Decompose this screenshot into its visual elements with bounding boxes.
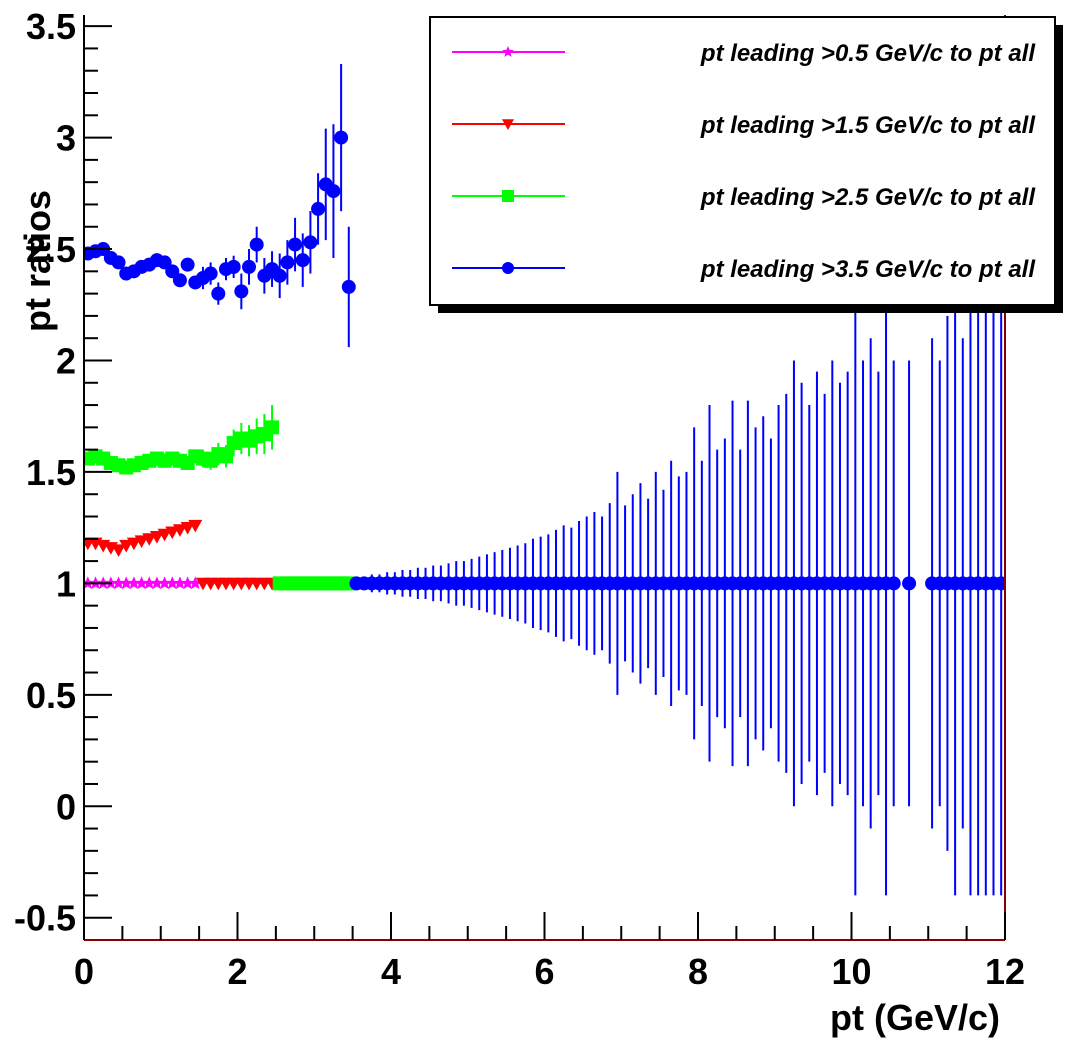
y-tick-label: 0.5: [26, 675, 76, 716]
marker: [127, 576, 141, 589]
y-tick-label: 3.5: [26, 6, 76, 47]
marker: [111, 255, 126, 270]
y-tick-label: 2: [56, 340, 76, 381]
marker: [173, 576, 187, 589]
x-tick-label: 8: [688, 951, 708, 992]
marker: [211, 286, 226, 301]
marker: [181, 576, 195, 589]
marker: [150, 576, 164, 589]
x-tick-label: 6: [534, 951, 554, 992]
x-tick-label: 4: [381, 951, 401, 992]
legend-marker: [502, 262, 514, 274]
x-tick-label: 12: [985, 951, 1025, 992]
legend-label: pt leading >0.5 GeV/c to pt all: [700, 40, 1036, 67]
y-tick-label: -0.5: [14, 898, 76, 939]
legend-label: pt leading >3.5 GeV/c to pt all: [700, 256, 1036, 283]
y-tick-label: 3: [56, 118, 76, 159]
marker: [203, 266, 218, 281]
marker: [111, 576, 126, 589]
y-axis-label: pt ratios: [17, 190, 58, 332]
marker: [172, 273, 187, 288]
legend: [429, 16, 1056, 306]
y-tick-label: 1: [56, 563, 76, 604]
y-tick-label: 2.5: [26, 229, 76, 270]
marker: [134, 576, 149, 589]
marker: [226, 259, 241, 274]
marker: [303, 235, 318, 250]
marker: [886, 576, 901, 591]
marker: [326, 184, 341, 199]
marker: [180, 522, 195, 535]
marker: [295, 253, 310, 268]
legend-label: pt leading >1.5 GeV/c to pt all: [700, 112, 1036, 139]
marker: [242, 259, 257, 274]
marker: [188, 576, 202, 589]
marker: [180, 257, 195, 272]
marker: [165, 576, 179, 589]
marker: [149, 530, 164, 544]
marker: [188, 519, 203, 533]
x-axis-label: pt (GeV/c): [830, 997, 1000, 1038]
marker: [234, 284, 249, 299]
marker: [249, 237, 264, 252]
marker: [134, 535, 149, 549]
marker: [994, 576, 1005, 591]
marker: [142, 533, 157, 546]
marker: [265, 420, 280, 435]
marker: [288, 237, 303, 252]
marker: [280, 255, 295, 270]
legend-marker: [502, 46, 514, 57]
marker: [142, 576, 156, 589]
marker: [165, 526, 180, 540]
marker: [272, 268, 287, 283]
legend-label: pt leading >2.5 GeV/c to pt all: [700, 184, 1036, 211]
marker: [334, 130, 349, 145]
legend-marker: [502, 119, 514, 130]
marker: [172, 524, 187, 537]
y-tick-label: 0: [56, 786, 76, 827]
marker: [311, 201, 326, 216]
marker: [902, 576, 917, 591]
marker: [218, 449, 233, 464]
marker: [119, 539, 134, 553]
marker: [126, 537, 141, 551]
y-tick-label: 1.5: [26, 452, 76, 493]
plot-area: [84, 64, 1005, 896]
marker: [119, 576, 133, 589]
x-tick-label: 2: [227, 951, 247, 992]
x-tick-label: 0: [74, 951, 94, 992]
marker: [157, 528, 172, 542]
marker: [341, 279, 356, 294]
legend-marker: [502, 190, 514, 202]
marker: [157, 576, 172, 589]
x-tick-label: 10: [831, 951, 871, 992]
marker: [111, 544, 126, 557]
